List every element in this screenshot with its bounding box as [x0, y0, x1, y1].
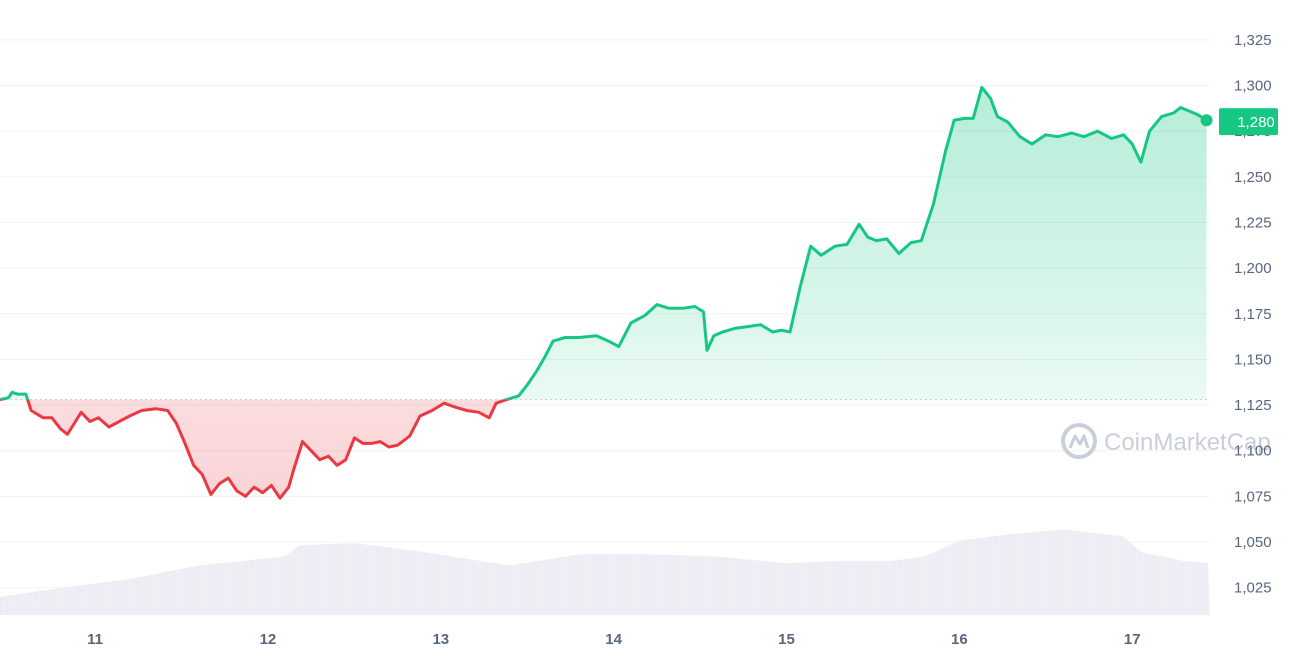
- current-price-label: 1,280: [1237, 114, 1275, 131]
- y-tick-label: 1,225: [1234, 214, 1272, 231]
- y-axis: 1,3251,3001,2751,2501,2251,2001,1751,150…: [1234, 32, 1272, 597]
- y-tick-label: 1,025: [1234, 580, 1272, 597]
- price-line-above: [0, 85, 1208, 400]
- coinmarketcap-watermark: CoinMarketCap: [1061, 423, 1271, 459]
- x-tick-label: 13: [432, 631, 449, 648]
- y-tick-label: 1,300: [1234, 78, 1272, 95]
- coinmarketcap-logo-icon: [1061, 423, 1097, 459]
- y-tick-label: 1,125: [1234, 397, 1272, 414]
- y-tick-label: 1,050: [1234, 534, 1272, 551]
- y-tick-label: 1,075: [1234, 488, 1272, 505]
- y-tick-label: 1,100: [1234, 443, 1272, 460]
- x-axis: 11 12 13 14 15 16 17: [87, 631, 1140, 648]
- y-tick-label: 1,200: [1234, 260, 1272, 277]
- y-tick-label: 1,175: [1234, 306, 1272, 323]
- y-tick-label: 1,325: [1234, 32, 1272, 49]
- x-tick-label: 15: [778, 631, 795, 648]
- current-price-badge: 1,280: [1219, 108, 1278, 136]
- y-tick-label: 1,250: [1234, 169, 1272, 186]
- x-tick-label: 14: [605, 631, 622, 648]
- area-fill-above: [0, 87, 1207, 400]
- area-fill-below: [0, 399, 1207, 499]
- x-tick-label: 17: [1124, 631, 1141, 648]
- price-line: [0, 85, 1208, 500]
- price-line-below: [0, 399, 512, 500]
- y-tick-label: 1,150: [1234, 351, 1272, 368]
- x-tick-label: 16: [951, 631, 968, 648]
- x-tick-label: 12: [260, 631, 277, 648]
- x-tick-label: 11: [87, 631, 103, 648]
- price-area: [0, 87, 1207, 499]
- current-price-dot[interactable]: [1200, 114, 1213, 127]
- volume-bars: [0, 523, 1210, 615]
- watermark-text: CoinMarketCap: [1104, 429, 1271, 456]
